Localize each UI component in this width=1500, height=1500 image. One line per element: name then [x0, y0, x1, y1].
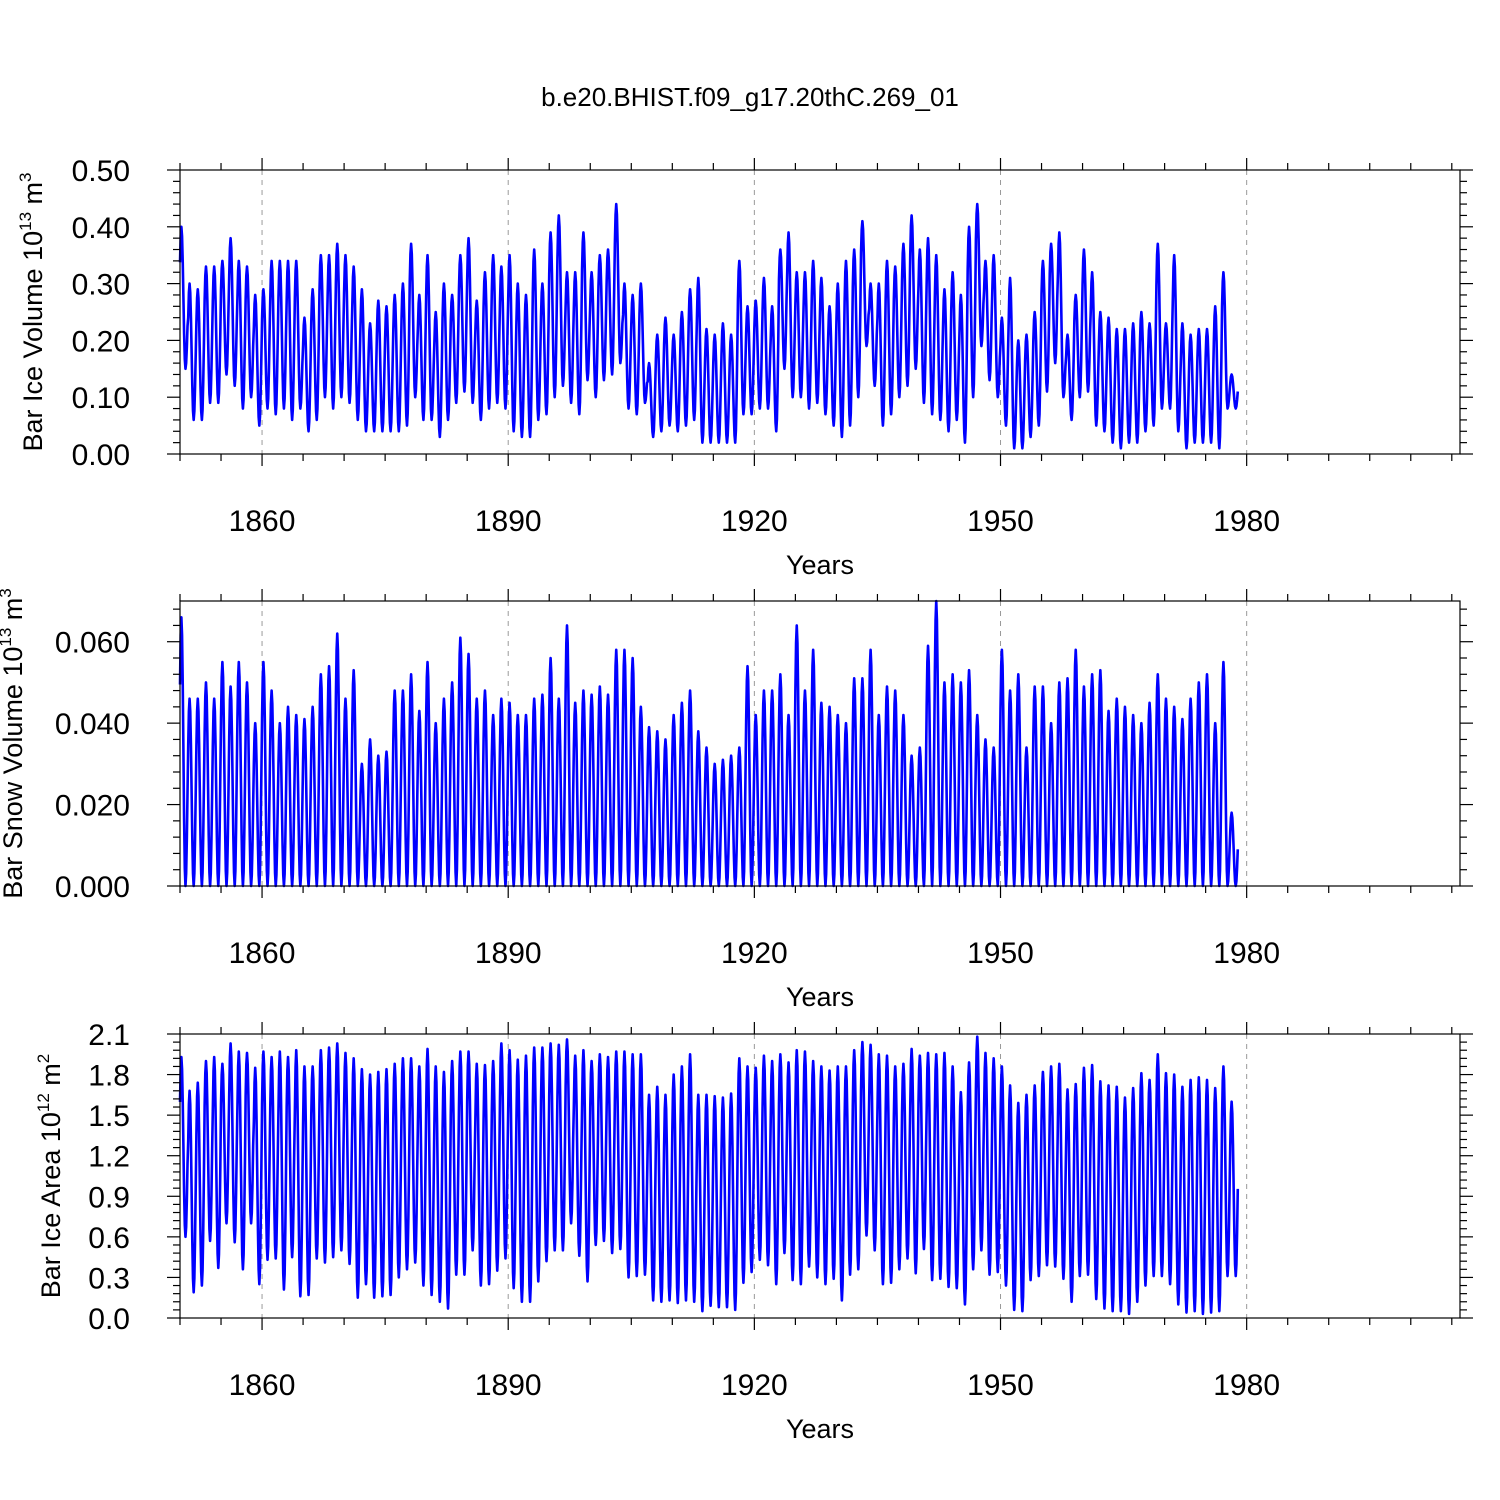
- y-tick-label: 1.5: [88, 1100, 130, 1133]
- y-tick-label: 0.00: [72, 439, 130, 472]
- x-tick-label: 1980: [1213, 505, 1280, 538]
- y-tick-label: 0.20: [72, 325, 130, 358]
- y-tick-label: 0.3: [88, 1262, 130, 1295]
- y-tick-label: 0.50: [72, 155, 130, 188]
- plot-frame: [179, 169, 1461, 455]
- x-tick-label: 1980: [1213, 937, 1280, 970]
- y-tick-label: 0.6: [88, 1222, 130, 1255]
- y-tick-label: 0.000: [55, 871, 130, 904]
- x-tick-label: 1860: [229, 505, 296, 538]
- x-tick-label: 1920: [721, 937, 788, 970]
- y-tick-label: 1.2: [88, 1141, 130, 1174]
- x-tick-label: 1890: [475, 1369, 542, 1402]
- chart-panel-2: 0.000 0.020 0.040 0.060 1860 1890 1920 1950 1980…: [0, 588, 1473, 1012]
- x-tick-label: 1950: [967, 505, 1034, 538]
- y-tick-label: 0.30: [72, 269, 130, 302]
- chart-panel-1: 0.00 0.10 0.20 0.30 0.40 0.50 1860 1890 1920 1950…: [16, 155, 1473, 580]
- chart-panel-3: 0.0 0.3 0.6 0.9 1.2 1.5 1.8 2.1 1860 1890 1920 1950…: [34, 1019, 1473, 1444]
- x-tick-label: 1860: [229, 1369, 296, 1402]
- y-tick-label: 0.9: [88, 1181, 130, 1214]
- y-axis-label: Bar Ice Area 1012 m2: [34, 1054, 66, 1299]
- x-tick-label: 1950: [967, 937, 1034, 970]
- y-tick-label: 0.0: [88, 1303, 130, 1336]
- y-tick-label: 0.10: [72, 382, 130, 415]
- x-tick-label: 1950: [967, 1369, 1034, 1402]
- y-tick-label: 0.40: [72, 212, 130, 245]
- series-line: [178, 599, 1240, 888]
- series-line: [178, 202, 1240, 450]
- plot-frame: [179, 600, 1461, 887]
- y-axis-label: Bar Ice Volume 1013 m3: [16, 172, 48, 451]
- figure-title: b.e20.BHIST.f09_g17.20thC.269_01: [541, 82, 959, 112]
- y-tick-label: 2.1: [88, 1019, 130, 1052]
- y-tick-label: 0.040: [55, 708, 130, 741]
- x-tick-label: 1920: [721, 1369, 788, 1402]
- y-tick-label: 1.8: [88, 1060, 130, 1093]
- x-tick-label: 1890: [475, 937, 542, 970]
- x-axis-label: Years: [786, 1414, 854, 1444]
- x-axis-label: Years: [786, 550, 854, 580]
- plot-frame: [179, 1033, 1461, 1319]
- y-axis-label: Bar Snow Volume 1013 m3: [0, 588, 28, 899]
- y-tick-label: 0.020: [55, 790, 130, 823]
- x-tick-label: 1890: [475, 505, 542, 538]
- x-tick-label: 1920: [721, 505, 788, 538]
- x-tick-label: 1980: [1213, 1369, 1280, 1402]
- x-axis-label: Years: [786, 982, 854, 1012]
- x-tick-label: 1860: [229, 937, 296, 970]
- y-tick-label: 0.060: [55, 627, 130, 660]
- series-line: [178, 1035, 1240, 1316]
